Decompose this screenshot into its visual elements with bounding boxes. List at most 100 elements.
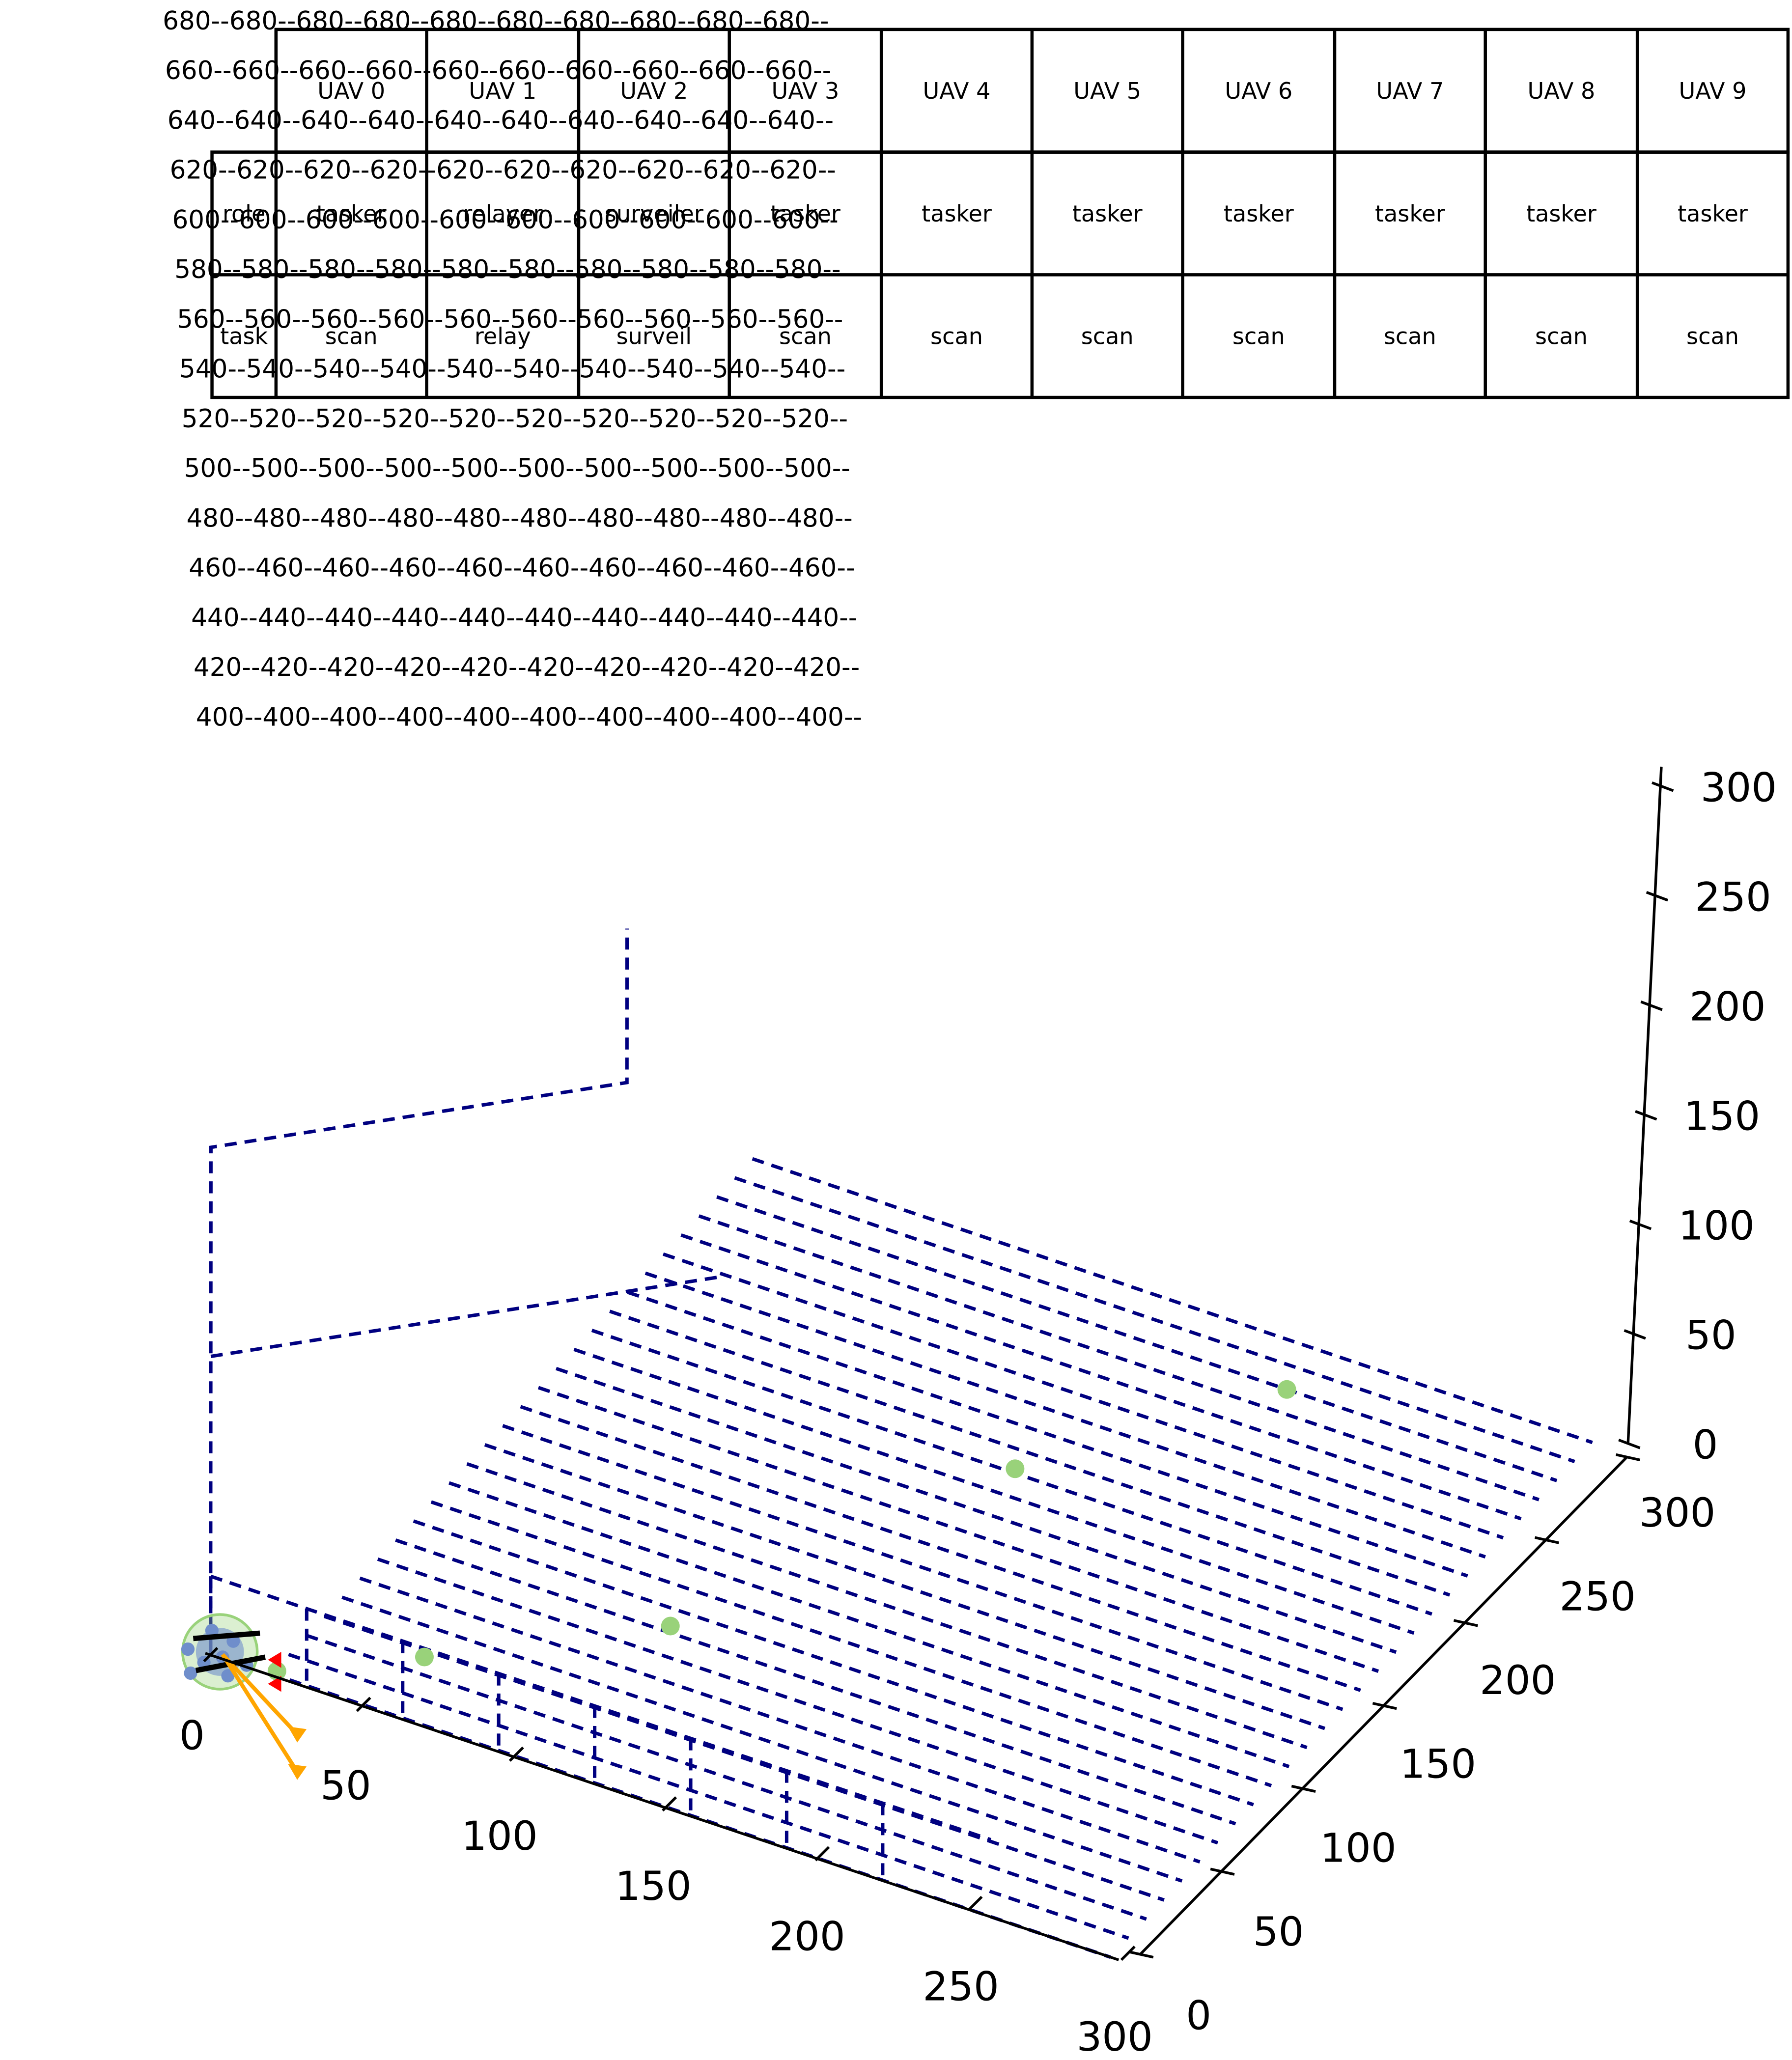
altitude-label-row: 620--620--620--620--620--620--620--620--… [170,156,836,185]
scan-line [698,1214,1540,1502]
x-tick [662,1796,677,1812]
y-tick-label: 200 [1480,1657,1556,1704]
x-tick-label: 50 [320,1763,371,1809]
uav-status-table: UAV 0 UAV 1 UAV 2 UAV 3 UAV 4 UAV 5 UAV 6 UAV 7… [210,28,1790,399]
scan-line [752,1157,1593,1445]
table-cell: relayer [463,200,542,227]
target-point [415,1647,434,1667]
scan-line [537,1386,1379,1673]
z-tick [1640,1001,1663,1011]
altitude-label-row: 540--540--540--540--540--540--540--540--… [179,355,845,384]
x-tick [1120,1946,1136,1961]
y-tick-label: 100 [1320,1825,1396,1871]
z-tick-label: 300 [1701,765,1777,811]
table-cell: scan [930,323,983,350]
table-cell: tasker [1224,200,1294,227]
scan-line [573,1347,1415,1635]
scan-line [341,1595,1183,1883]
scan-line [484,1443,1326,1730]
z-tick-label: 150 [1684,1093,1760,1140]
scan-line [555,1366,1397,1654]
scan-line [734,1176,1575,1463]
scan-line [359,1576,1201,1864]
table-header-cell: UAV 6 [1225,78,1292,104]
target-point [1277,1380,1296,1399]
table-cell: scan [1535,323,1588,350]
heading-marker-red [268,1651,281,1668]
x-axis-line [205,1652,1120,1961]
x-tick [814,1846,830,1862]
axes [203,766,1674,1961]
z-axis-line [1626,766,1663,1444]
altitude-label-row: 400--400--400--400--400--400--400--400--… [196,702,862,732]
y-tick [1372,1702,1397,1710]
heading-arrowhead-orange [288,1726,307,1743]
uav-cluster [181,1613,307,1780]
x-tick [356,1697,371,1712]
relay-path [209,928,720,1653]
table-cell: scan [1686,323,1739,350]
x-tick [967,1895,983,1911]
scan-line [662,1252,1504,1540]
z-tick [1618,1439,1641,1449]
x-tick-label: 150 [615,1863,691,1910]
scan-line [502,1424,1344,1711]
table-cell: tasker [770,200,840,227]
heading-arrowhead-orange [288,1763,307,1780]
altitude-label-row: 420--420--420--420--420--420--420--420--… [194,653,860,682]
table-cell: scan [1384,323,1436,350]
scan-line [413,1519,1254,1807]
table-cell: tasker [1526,200,1596,227]
heading-marker-red [268,1675,281,1692]
relay-path-line [209,928,629,1653]
x-tick-label: 200 [769,1913,845,1960]
table-header-cell: UAV 1 [469,78,536,104]
y-tick [1453,1619,1478,1627]
altitude-label-row: 600--600--600--600--600--600--600--600--… [172,205,838,235]
y-tick [1291,1784,1316,1793]
scan-line [377,1557,1219,1845]
z-tick [1646,891,1669,902]
x-tick [508,1746,524,1762]
y-tick-label: 0 [1186,1992,1211,2039]
table-header-cell: UAV 2 [620,78,688,104]
y-tick-label: 250 [1559,1574,1635,1620]
target-point [1006,1459,1025,1478]
altitude-label-row: 560--560--560--560--560--560--560--560--… [177,305,843,334]
heading-arrow-orange [221,1653,299,1736]
uav-marker [184,1666,197,1680]
z-tick-label: 0 [1693,1422,1718,1469]
uav-marker [221,1669,235,1683]
scan-line [395,1538,1236,1826]
scan-line [288,1653,1129,1940]
z-tick-label: 250 [1695,874,1771,921]
altitude-label-row: 440--440--440--440--440--440--440--440--… [191,603,857,633]
target-points [267,1380,1296,1681]
scan-line [716,1195,1558,1482]
x-tick-label: 100 [461,1813,537,1860]
table-cell: task [220,323,268,350]
table-cell: tasker [316,200,387,227]
table-header-cell: UAV 5 [1073,78,1141,104]
z-tick [1652,781,1674,792]
scan-line [627,1290,1468,1578]
table-cell: role [223,200,265,227]
scan-line [609,1309,1451,1597]
table-cell: scan [1232,323,1285,350]
altitude-label-row: 640--640--640--640--640--640--640--640--… [168,106,834,135]
table-header-cell: UAV 7 [1376,78,1444,104]
z-tick-label: 50 [1685,1312,1736,1359]
table-header-cell: UAV 9 [1679,78,1747,104]
surveil-box-top [210,1574,991,1841]
y-tick-label: 300 [1639,1490,1715,1536]
altitude-label-row: 520--520--520--520--520--520--520--520--… [182,404,848,434]
altitude-label-row: 480--480--480--480--480--480--480--480--… [186,503,852,533]
y-tick [1616,1453,1641,1462]
target-point [661,1616,680,1636]
table-cell: relay [475,323,531,350]
altitude-label-rows: 680--680--680--680--680--680--680--680--… [163,6,862,732]
table-cells: UAV 0 UAV 1 UAV 2 UAV 3 UAV 4 UAV 5 UAV 6 UAV 7… [220,78,1748,349]
uav-heading-bar [193,1630,260,1642]
